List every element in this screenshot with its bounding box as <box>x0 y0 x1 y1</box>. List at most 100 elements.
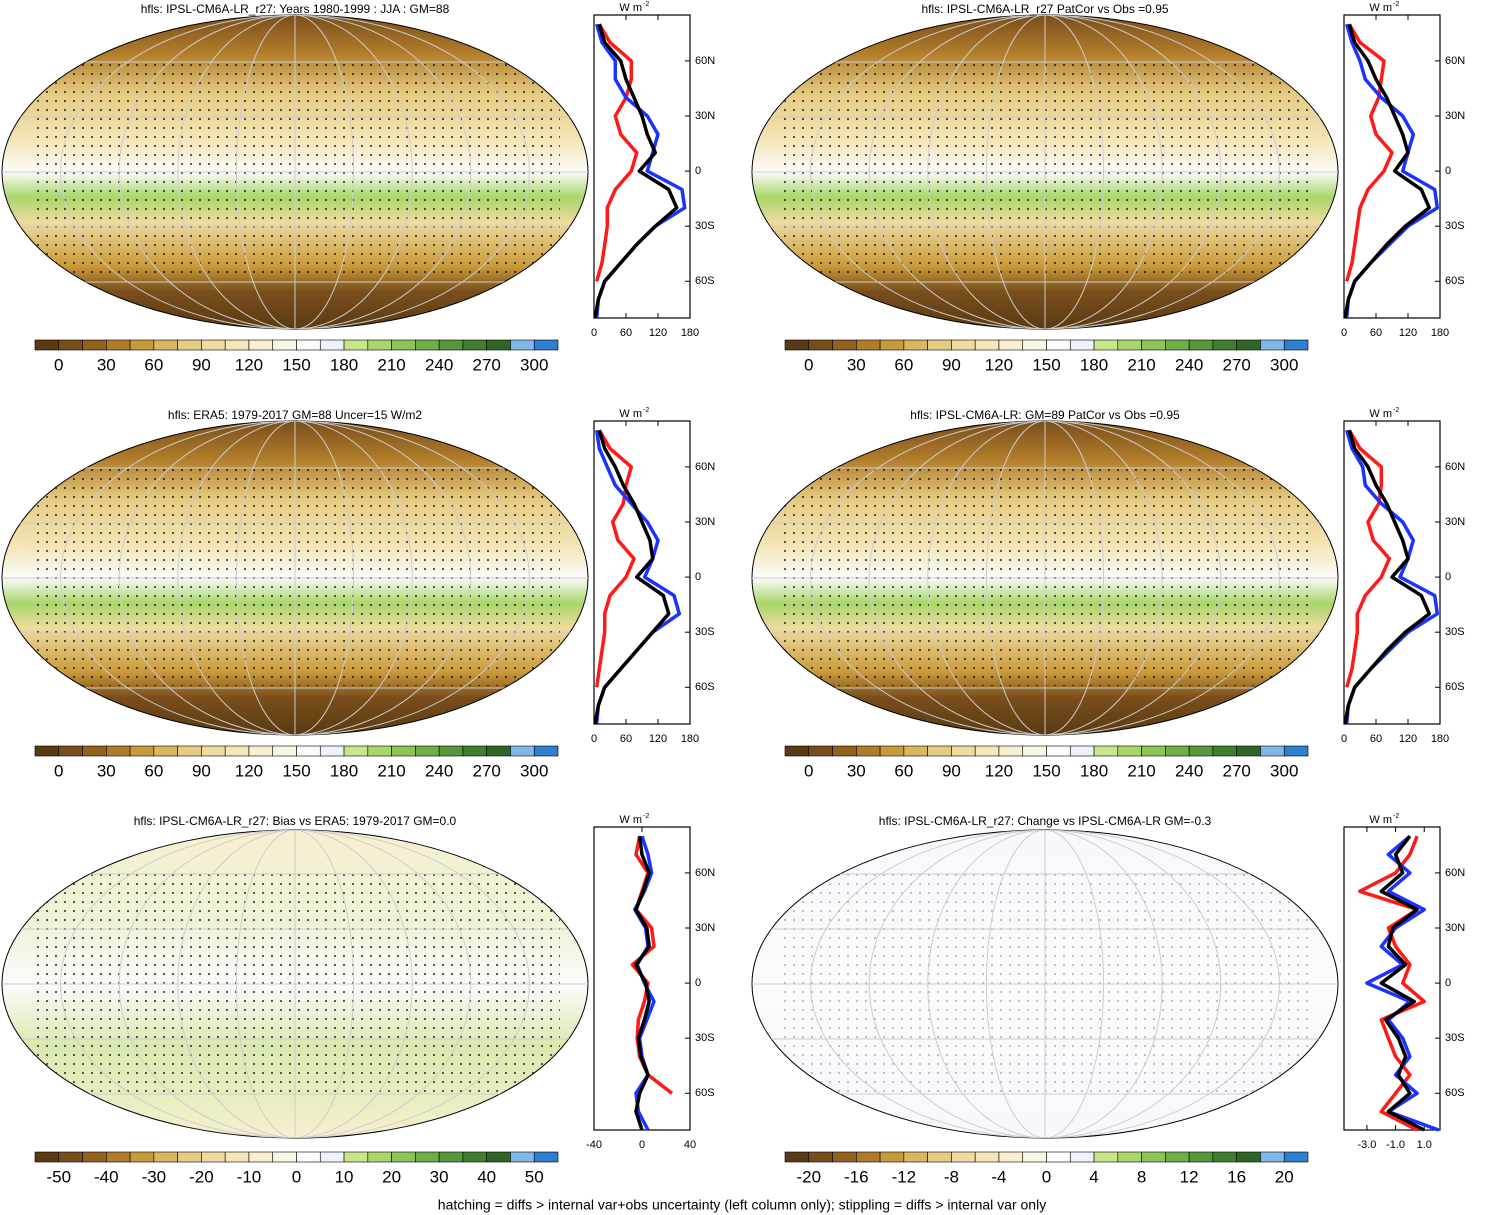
x-tick-label: 0 <box>639 1139 645 1151</box>
colorbar-box <box>974 1151 1000 1163</box>
y-tick-label: 0 <box>695 165 701 177</box>
colorbar-box <box>1212 339 1237 351</box>
colorbar-box <box>974 745 1000 757</box>
colorbar-label: 210 <box>1127 355 1155 374</box>
y-tick-label: 60N <box>695 867 715 879</box>
profile-line <box>634 835 651 1131</box>
colorbar-label: 270 <box>472 355 500 374</box>
colorbar-box <box>438 1151 464 1163</box>
colorbar-box <box>296 745 321 757</box>
colorbar-box <box>34 1151 60 1163</box>
colorbar-box <box>1165 339 1190 351</box>
meridian <box>810 830 1280 1138</box>
colorbar-box <box>998 339 1024 351</box>
colorbar-label: 40 <box>477 1167 496 1186</box>
meridian <box>985 421 1105 735</box>
colorbar-box <box>1212 745 1237 757</box>
colorbar-box <box>153 1151 178 1163</box>
colorbar-box <box>856 745 881 757</box>
x-tick-label: -3.0 <box>1357 1139 1376 1151</box>
colorbar-box <box>343 339 369 351</box>
colorbar-box <box>319 1151 345 1163</box>
colorbar-box <box>82 1151 107 1163</box>
y-tick-label: 30N <box>695 110 715 122</box>
unit-label: W m <box>1369 814 1392 826</box>
y-tick-label: 30N <box>695 922 715 934</box>
meridian <box>235 15 355 329</box>
colorbar-box <box>129 1151 155 1163</box>
colorbar-label: 120 <box>235 761 263 780</box>
colorbar-box <box>201 745 226 757</box>
meridian <box>985 830 1105 1138</box>
colorbar-label: 20 <box>382 1167 401 1186</box>
colorbar-box <box>1283 745 1309 757</box>
colorbar-box <box>1046 339 1071 351</box>
colorbar-box <box>832 745 857 757</box>
meridian <box>810 421 1280 735</box>
colorbar-box <box>856 1151 881 1163</box>
colorbar-label: -20 <box>796 1167 821 1186</box>
colorbar-box <box>319 745 345 757</box>
colorbar-box <box>272 339 297 351</box>
colorbar-label: 30 <box>97 355 116 374</box>
colorbar-label: -10 <box>237 1167 262 1186</box>
colorbar-box <box>784 1151 810 1163</box>
colorbar-label: 210 <box>377 355 405 374</box>
colorbar-label: 60 <box>894 355 913 374</box>
x-tick-label: 0 <box>591 327 597 339</box>
y-tick-label: 60S <box>1445 1087 1465 1099</box>
colorbar-box <box>1236 339 1261 351</box>
colorbar-box <box>1283 339 1309 351</box>
x-tick-label: 60 <box>1370 327 1382 339</box>
colorbar-label: 0 <box>54 761 63 780</box>
colorbar-box <box>224 339 250 351</box>
meridian <box>927 15 1163 329</box>
colorbar-label: 10 <box>335 1167 354 1186</box>
panel-title: hfls: IPSL-CM6A-LR: GM=89 PatCor vs Obs … <box>910 408 1180 422</box>
unit-exponent: -2 <box>643 1 649 8</box>
colorbar-label: 30 <box>97 761 116 780</box>
colorbar-box <box>272 745 297 757</box>
colorbar-box <box>153 745 178 757</box>
colorbar-label: 90 <box>942 761 961 780</box>
colorbar-box <box>808 745 833 757</box>
colorbar-box <box>319 339 345 351</box>
x-tick-label: 180 <box>1431 733 1449 745</box>
colorbar-label: 150 <box>282 761 310 780</box>
colorbar-box <box>391 745 416 757</box>
colorbar-box <box>343 1151 369 1163</box>
y-tick-label: 60N <box>695 55 715 67</box>
colorbar-box <box>153 339 178 351</box>
colorbar-box <box>106 745 131 757</box>
colorbar-box <box>34 745 60 757</box>
colorbar-label: 120 <box>985 355 1013 374</box>
profile-frame <box>1343 420 1441 725</box>
panel-title: hfls: IPSL-CM6A-LR_r27 PatCor vs Obs =0.… <box>921 2 1168 16</box>
unit-exponent: -2 <box>1393 813 1399 820</box>
y-tick-label: 60S <box>1445 275 1465 287</box>
colorbar-label: 0 <box>292 1167 301 1186</box>
unit-label: W m <box>619 408 642 420</box>
colorbar-box <box>248 1151 274 1163</box>
colorbar-box <box>1188 339 1214 351</box>
colorbar-label: 150 <box>1032 761 1060 780</box>
meridian <box>60 830 530 1138</box>
meridian <box>927 421 1163 735</box>
map-overlay <box>752 830 1338 1138</box>
colorbar-label: 300 <box>520 355 548 374</box>
y-tick-label: 0 <box>695 977 701 989</box>
colorbar-box <box>1165 745 1190 757</box>
colorbar-box <box>533 1151 559 1163</box>
colorbar-box <box>201 339 226 351</box>
colorbar-box <box>462 1151 487 1163</box>
panel-title: hfls: IPSL-CM6A-LR_r27: Bias vs ERA5: 19… <box>134 814 457 828</box>
colorbar-label: 90 <box>192 355 211 374</box>
x-tick-label: 0 <box>1341 327 1347 339</box>
x-tick-label: 120 <box>1399 327 1417 339</box>
y-tick-label: 30S <box>695 626 715 638</box>
colorbar-label: 150 <box>282 355 310 374</box>
meridian <box>927 830 1163 1138</box>
unit-label: W m <box>619 2 642 14</box>
colorbar-box <box>510 745 535 757</box>
colorbar-label: 180 <box>330 761 358 780</box>
